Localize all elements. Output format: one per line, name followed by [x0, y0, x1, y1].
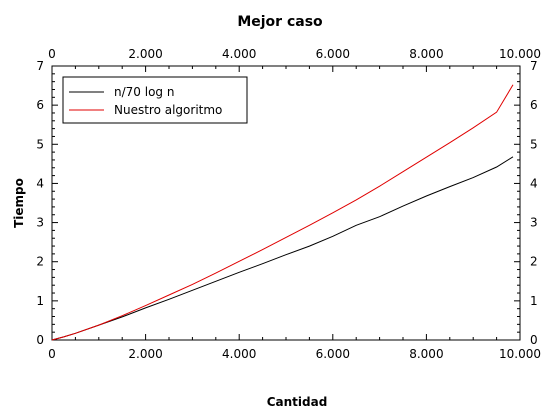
- y-tick-label-right: 4: [530, 176, 538, 190]
- x-tick-label-top: 2.000: [128, 47, 162, 61]
- x-tick-label-bottom: 8.000: [409, 347, 443, 361]
- legend-box: [62, 76, 248, 124]
- y-tick-label-left: 5: [36, 137, 44, 151]
- axis-ticks: 002.0002.0004.0004.0006.0006.0008.0008.0…: [36, 47, 541, 361]
- x-tick-label-bottom: 4.000: [222, 347, 256, 361]
- x-tick-label-top: 0: [48, 47, 56, 61]
- y-tick-label-left: 2: [36, 255, 44, 269]
- y-tick-label-right: 2: [530, 255, 538, 269]
- y-axis-label: Tiempo: [12, 178, 26, 228]
- x-tick-label-bottom: 6.000: [316, 347, 350, 361]
- legend-label-nuestro-algoritmo: Nuestro algoritmo: [114, 103, 222, 117]
- x-tick-label-top: 10.000: [499, 47, 541, 61]
- series-line-nuestro-algoritmo: [51, 84, 514, 341]
- x-tick-label-top: 4.000: [222, 47, 256, 61]
- legend: n/70 log n Nuestro algoritmo: [62, 76, 248, 124]
- x-axis-label: Cantidad: [267, 395, 328, 409]
- y-tick-label-right: 0: [530, 333, 538, 347]
- series-line-n-log-n: [51, 156, 514, 341]
- y-tick-label-left: 0: [36, 333, 44, 347]
- x-tick-label-top: 6.000: [316, 47, 350, 61]
- x-tick-label-bottom: 2.000: [128, 347, 162, 361]
- series-lines: [51, 84, 514, 341]
- y-tick-label-left: 1: [36, 294, 44, 308]
- y-tick-label-left: 4: [36, 176, 44, 190]
- y-tick-label-right: 1: [530, 294, 538, 308]
- y-tick-label-right: 5: [530, 137, 538, 151]
- x-tick-label-bottom: 0: [48, 347, 56, 361]
- x-tick-label-bottom: 10.000: [499, 347, 541, 361]
- legend-label-n-log-n: n/70 log n: [114, 85, 174, 99]
- y-tick-label-left: 6: [36, 98, 44, 112]
- x-tick-label-top: 8.000: [409, 47, 443, 61]
- y-tick-label-right: 7: [530, 59, 538, 73]
- y-tick-label-left: 3: [36, 216, 44, 230]
- y-tick-label-left: 7: [36, 59, 44, 73]
- chart-title: Mejor caso: [237, 14, 323, 30]
- y-tick-label-right: 6: [530, 98, 538, 112]
- y-tick-label-right: 3: [530, 216, 538, 230]
